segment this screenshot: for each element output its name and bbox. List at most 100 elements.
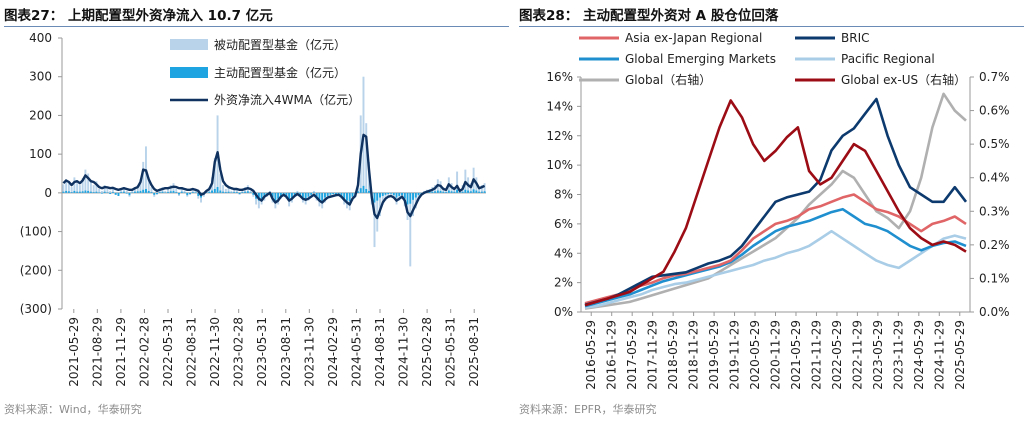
- passive-fund-bar: [180, 187, 183, 193]
- active-fund-bar: [315, 192, 318, 197]
- right-right-tick-label: 0.0%: [979, 305, 1010, 319]
- right-x-tick-label: 2025-05-29: [953, 320, 967, 390]
- active-fund-bar: [345, 192, 348, 201]
- left-x-tick-label: 2022-02-28: [137, 317, 151, 387]
- right-chart-panel: 图表28： 主动配置型外资对 A 股仓位回落 0% 2% 4% 6% 8% 10% 12% 1…: [515, 0, 1030, 423]
- active-fund-bar: [428, 192, 431, 193]
- left-x-tick-label: 2021-05-29: [67, 317, 81, 387]
- passive-fund-bar: [365, 123, 368, 193]
- left-y-tick-label: 100: [29, 147, 52, 161]
- active-fund-bar: [310, 192, 313, 195]
- active-fund-bar: [167, 192, 169, 193]
- passive-fund-bar: [120, 188, 123, 193]
- right-x-tick-label: 2020-11-29: [769, 320, 783, 390]
- passive-fund-bar: [219, 173, 222, 193]
- active-fund-bar: [241, 192, 244, 193]
- global-line: [584, 92, 967, 310]
- passive-fund-bar: [183, 190, 186, 193]
- active-fund-bar: [348, 192, 351, 202]
- left-chart-title: 图表27： 上期配置型外资净流入 10.7 亿元: [4, 8, 273, 24]
- active-fund-bar: [445, 192, 448, 193]
- active-fund-bar: [332, 192, 335, 195]
- left-title-rule: [4, 26, 509, 27]
- active-fund-bar: [106, 192, 109, 193]
- active-fund-bar: [357, 191, 359, 193]
- passive-fund-bar: [235, 189, 238, 193]
- left-x-tick-label: 2023-05-31: [255, 317, 269, 387]
- passive-fund-bar: [222, 185, 225, 193]
- active-fund-bar: [180, 191, 183, 193]
- active-fund-bar: [260, 192, 263, 199]
- active-fund-bar: [417, 192, 420, 196]
- active-fund-bar: [456, 189, 459, 193]
- passive-fund-bar: [142, 161, 145, 193]
- passive-fund-bar: [111, 187, 114, 193]
- passive-fund-bar: [381, 192, 384, 205]
- right-left-tick-label: 4%: [554, 246, 573, 260]
- active-fund-bar: [224, 192, 227, 193]
- left-y-tick-label: 200: [29, 108, 52, 122]
- active-fund-bar: [161, 191, 164, 193]
- active-fund-bar: [376, 192, 379, 201]
- active-fund-bar: [362, 185, 365, 193]
- active-fund-bar: [78, 191, 81, 193]
- active-fund-bar: [92, 192, 95, 193]
- active-fund-bar: [368, 190, 370, 193]
- active-fund-bar: [95, 191, 98, 193]
- active-fund-bar: [131, 192, 134, 193]
- active-fund-bar: [194, 192, 197, 193]
- active-fund-bar: [406, 192, 409, 205]
- active-fund-bar: [139, 190, 142, 193]
- right-x-tick-label: 2016-11-29: [605, 320, 619, 390]
- active-fund-bar: [122, 191, 125, 193]
- active-fund-bar: [296, 192, 299, 193]
- passive-fund-bar: [89, 181, 92, 193]
- active-fund-bar: [387, 192, 390, 195]
- active-fund-bar: [434, 191, 437, 193]
- active-fund-bar: [301, 192, 304, 198]
- active-fund-bar: [326, 192, 329, 196]
- gem-line: [584, 207, 967, 308]
- active-fund-bar: [340, 192, 343, 196]
- active-fund-bar: [403, 192, 406, 199]
- right-chart-source: 资料来源：EPFR，华泰研究: [519, 403, 657, 416]
- passive-fund-bar: [169, 185, 172, 193]
- right-right-tick-label: 0.2%: [979, 238, 1010, 252]
- right-left-tick-label: 14%: [546, 99, 573, 113]
- passive-fund-bar: [84, 169, 87, 193]
- passive-fund-bar: [131, 190, 134, 193]
- active-fund-bar: [230, 192, 233, 193]
- passive-fund-bar: [191, 188, 194, 193]
- active-fund-bar: [172, 190, 175, 193]
- right-x-tick-label: 2020-05-29: [748, 320, 762, 390]
- passive-fund-bar: [384, 192, 387, 201]
- right-right-tick-label: 0.7%: [979, 70, 1010, 84]
- passive-fund-bar: [175, 188, 178, 193]
- passive-fund-bar: [100, 190, 103, 193]
- right-left-tick-label: 6%: [554, 217, 573, 231]
- active-fund-bar: [365, 188, 368, 193]
- active-fund-bar: [458, 192, 461, 193]
- legend-passive-swatch: [170, 39, 208, 50]
- right-chart-title: 图表28： 主动配置型外资对 A 股仓位回落: [519, 8, 779, 24]
- active-fund-bar: [109, 192, 112, 195]
- active-fund-bar: [436, 190, 439, 193]
- wma-line: [62, 133, 486, 220]
- active-fund-bar: [282, 192, 285, 195]
- right-right-tick-label: 0.6%: [979, 104, 1010, 118]
- passive-fund-bar: [70, 187, 73, 193]
- passive-fund-bar: [150, 187, 153, 193]
- left-x-tick-label: 2025-08-31: [467, 317, 481, 387]
- passive-fund-bar: [92, 185, 95, 193]
- active-fund-bar: [213, 188, 216, 193]
- passive-fund-bar: [103, 185, 106, 193]
- active-fund-bar: [219, 190, 222, 193]
- right-left-tick-label: 0%: [554, 305, 573, 319]
- passive-fund-bar: [200, 192, 203, 203]
- passive-fund-bar: [409, 192, 412, 267]
- active-fund-bar: [158, 192, 161, 193]
- active-fund-bar: [235, 192, 238, 193]
- passive-fund-bar: [167, 188, 169, 193]
- active-fund-bar: [81, 191, 84, 193]
- legend-bric-label: BRIC: [841, 31, 870, 45]
